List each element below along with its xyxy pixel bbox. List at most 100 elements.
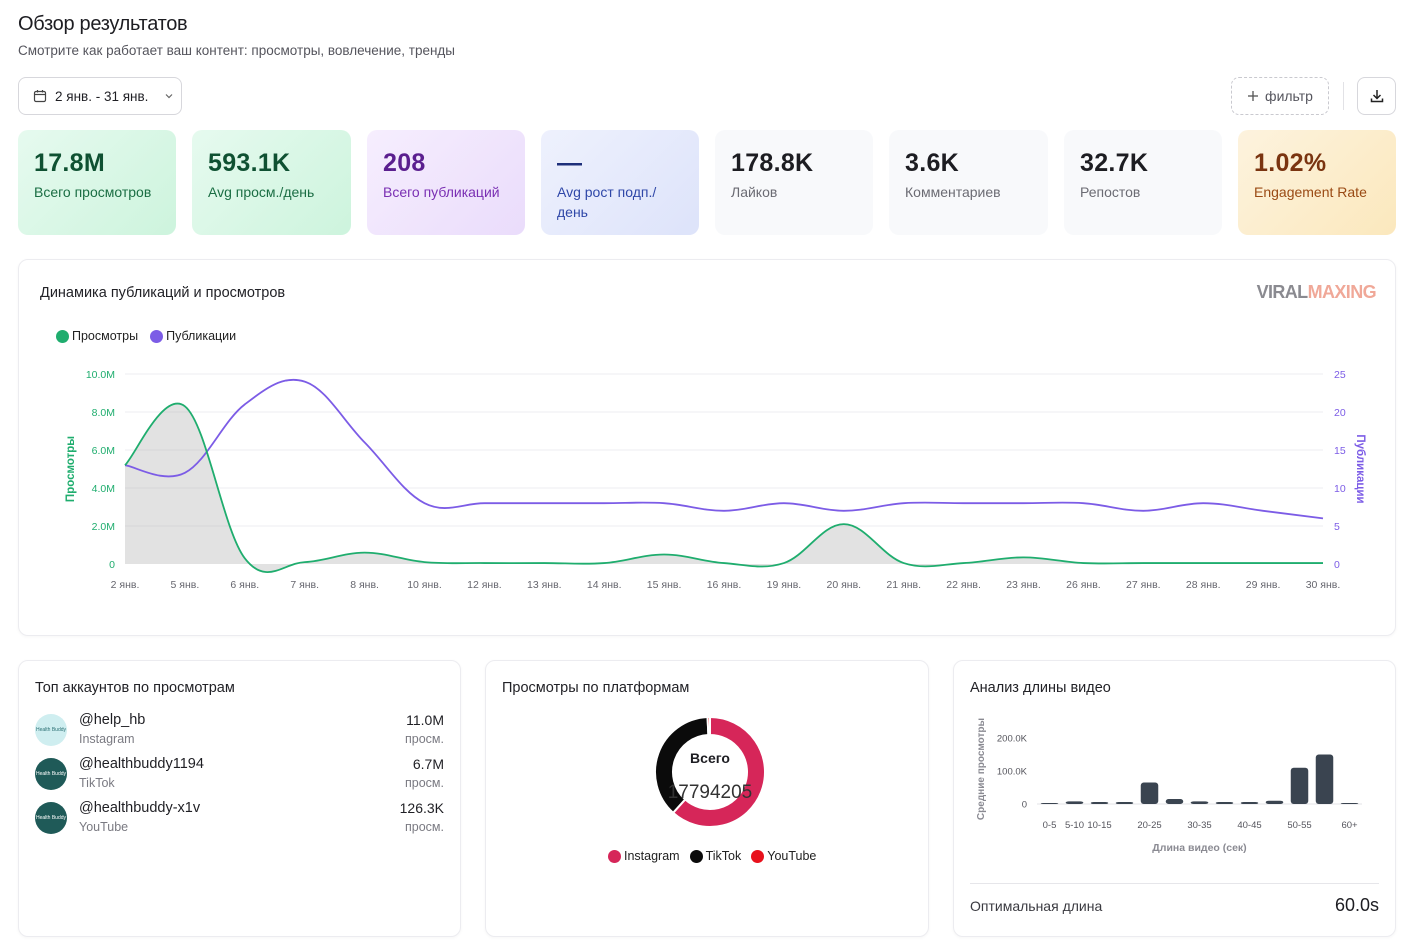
bar-55-60[interactable]	[1315, 754, 1334, 805]
x-tick-label: 27 янв.	[1126, 579, 1161, 591]
y2-tick-label: 15	[1334, 445, 1346, 457]
filter-label: фильтр	[1265, 88, 1313, 104]
download-button[interactable]	[1357, 77, 1396, 115]
y-tick-label: 0	[109, 559, 115, 571]
bar-10-15[interactable]	[1090, 802, 1109, 804]
legend-label: Просмотры	[72, 329, 139, 343]
x-tick-label: 30-35	[1187, 820, 1211, 831]
x-tick-label: 6 янв.	[230, 579, 259, 591]
date-range-label: 2 янв. - 31 янв.	[55, 88, 149, 104]
y2-axis-label: Публикации	[1354, 434, 1366, 503]
x-tick-label: 10 янв.	[407, 579, 442, 591]
legend-label: Instagram	[624, 849, 680, 863]
download-icon	[1370, 90, 1383, 103]
kpi-label: Engagement Rate	[1254, 184, 1367, 200]
legend-item-instagram[interactable]: Instagram	[608, 849, 680, 863]
account-platform: TikTok	[79, 776, 115, 790]
kpi-engagement-rate: 1.02% Engagement Rate	[1238, 130, 1396, 235]
account-views-unit: просм.	[405, 820, 444, 834]
kpi-label: Avg рост подп./ день	[557, 184, 657, 221]
brand-logo: VIRALMAXING	[1256, 282, 1377, 302]
kpi-label: Всего публикаций	[383, 184, 500, 200]
kpi-total-views: 17.8M Всего просмотров	[18, 130, 176, 235]
account-views: 6.7M	[412, 756, 444, 772]
kpi-label: Репостов	[1080, 184, 1141, 200]
kpi-reposts: 32.7K Репостов	[1064, 130, 1222, 235]
account-row[interactable]: Health Buddy @healthbuddy1194 TikTok 6.7…	[35, 756, 444, 796]
legend-label: Публикации	[166, 329, 237, 343]
x-tick-label: 5 янв.	[171, 579, 200, 591]
x-tick-label: 28 янв.	[1186, 579, 1221, 591]
account-name: @healthbuddy1194	[79, 756, 204, 772]
bar-60+[interactable]	[1340, 803, 1359, 804]
x-tick-label: 7 янв.	[290, 579, 319, 591]
bar-35-40[interactable]	[1215, 802, 1234, 804]
x-tick-label: 30 янв.	[1306, 579, 1341, 591]
donut-center-value: 17794205	[668, 782, 753, 803]
top-accounts-card: Топ аккаунтов по просмотрам Health Buddy…	[18, 660, 461, 937]
kpi-value: 17.8M	[34, 149, 105, 177]
date-range-button[interactable]: 2 янв. - 31 янв.	[18, 77, 182, 115]
x-tick-label: 23 янв.	[1006, 579, 1041, 591]
bar-5-10[interactable]	[1065, 801, 1084, 804]
avatar: Health Buddy	[35, 714, 67, 746]
bar-45-50[interactable]	[1265, 800, 1284, 804]
legend-item-tiktok[interactable]: TikTok	[689, 849, 741, 863]
bar-40-45[interactable]	[1240, 802, 1259, 804]
bar-25-30[interactable]	[1165, 799, 1184, 804]
trend-chart-card: Динамика публикаций и просмотров VIRALMA…	[18, 259, 1396, 636]
x-tick-label: 12 янв.	[467, 579, 502, 591]
y2-tick-label: 10	[1334, 483, 1346, 495]
donut-slice-instagram[interactable]	[671, 715, 766, 828]
account-row[interactable]: Health Buddy @healthbuddy-x1v YouTube 12…	[35, 800, 444, 840]
bar-15-20[interactable]	[1115, 802, 1134, 804]
x-tick-label: 60+	[1341, 820, 1358, 831]
x-tick-label: 15 янв.	[647, 579, 682, 591]
kpi-value: 208	[383, 149, 426, 177]
kpi-total-posts: 208 Всего публикаций	[367, 130, 525, 235]
kpi-label: Лайков	[731, 184, 778, 200]
account-platform: Instagram	[79, 732, 135, 746]
x-tick-label: 13 янв.	[527, 579, 562, 591]
bar-50-55[interactable]	[1290, 767, 1309, 804]
x-tick-label: 10-15	[1087, 820, 1111, 831]
account-views-unit: просм.	[405, 776, 444, 790]
y-tick-label: 100.0K	[997, 767, 1028, 778]
chevron-down-icon	[165, 94, 173, 99]
account-views: 126.3K	[399, 800, 444, 816]
kpi-value: 3.6K	[905, 149, 960, 177]
y-tick-label: 10.0M	[86, 369, 115, 381]
add-filter-button[interactable]: фильтр	[1231, 77, 1329, 115]
bar-20-25[interactable]	[1140, 782, 1159, 804]
kpi-value: —	[557, 149, 583, 177]
account-row[interactable]: Health Buddy @help_hb Instagram 11.0M пр…	[35, 712, 444, 752]
kpi-label: Комментариев	[905, 184, 1001, 200]
kpi-avg-follower-growth: — Avg рост подп./ день	[541, 130, 699, 235]
platforms-card: Просмотры по платформам Всего 17794205 In…	[485, 660, 929, 937]
bar-30-35[interactable]	[1190, 801, 1209, 804]
avatar: Health Buddy	[35, 802, 67, 834]
divider	[970, 883, 1379, 884]
y-axis-label: Средние просмотры	[976, 718, 987, 820]
y-tick-label: 8.0M	[92, 407, 115, 419]
x-tick-label: 0-5	[1043, 820, 1057, 831]
legend-item-youtube[interactable]: YouTube	[751, 849, 816, 863]
x-tick-label: 20-25	[1137, 820, 1161, 831]
y-axis-label: Просмотры	[65, 436, 77, 502]
kpi-avg-views-per-day: 593.1K Avg просм./день	[192, 130, 351, 235]
donut-slice-youtube[interactable]	[706, 715, 711, 737]
bar-0-5[interactable]	[1040, 803, 1059, 804]
kpi-likes: 178.8K Лайков	[715, 130, 873, 235]
legend-item-posts[interactable]: Публикации	[150, 329, 236, 343]
plus-icon	[1248, 91, 1259, 101]
trend-chart-title: Динамика публикаций и просмотров	[40, 285, 286, 301]
legend-item-views[interactable]: Просмотры	[56, 329, 138, 343]
x-tick-label: 8 янв.	[350, 579, 379, 591]
y-tick-label: 200.0K	[997, 734, 1028, 745]
legend-label: YouTube	[767, 849, 817, 863]
account-views-unit: просм.	[405, 732, 444, 746]
toolbar-divider	[1343, 82, 1344, 110]
y2-tick-label: 25	[1334, 369, 1346, 381]
optimal-length-label: Оптимальная длина	[970, 898, 1103, 914]
y2-tick-label: 5	[1334, 521, 1340, 533]
